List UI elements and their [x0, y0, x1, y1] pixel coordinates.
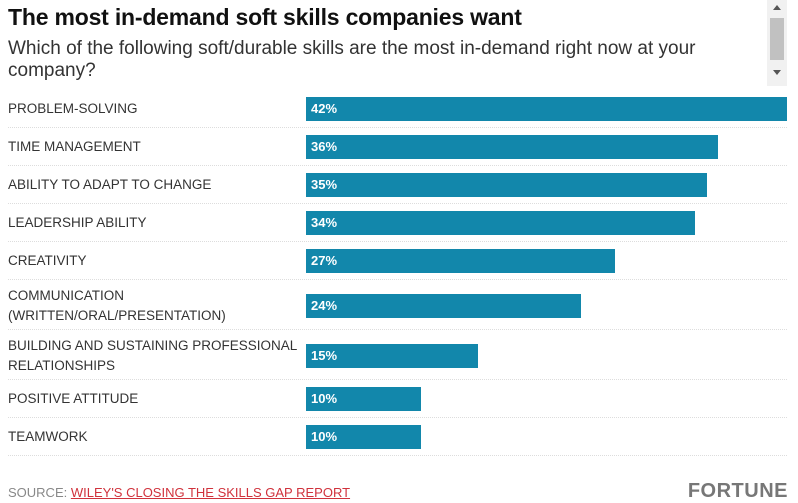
bar-row: POSITIVE ATTITUDE 10%	[8, 380, 787, 418]
bar: 24%	[306, 294, 581, 318]
bar-area: 34%	[306, 210, 787, 235]
value-label: 10%	[311, 428, 338, 444]
bar-list: PROBLEM-SOLVING 42% TIME MANAGEMENT 36% ABIL…	[8, 90, 787, 456]
bar: 34%	[306, 210, 696, 235]
value-label: 27%	[311, 252, 338, 268]
bar-area: 10%	[306, 424, 787, 449]
bar: 10%	[306, 424, 421, 449]
bar-area: 15%	[306, 344, 787, 368]
bar-area: 27%	[306, 248, 787, 273]
source-label: SOURCE:	[8, 485, 68, 500]
value-label: 10%	[311, 390, 338, 406]
bar-area: 24%	[306, 294, 787, 318]
bar-row: TEAMWORK 10%	[8, 418, 787, 456]
value-label: 34%	[311, 214, 338, 230]
category-label: PROBLEM-SOLVING	[8, 100, 138, 116]
bar: 42%	[306, 96, 787, 121]
bar-row: LEADERSHIP ABILITY 34%	[8, 204, 787, 242]
bar-row: COMMUNICATION (WRITTEN/ORAL/PRESENTATION…	[8, 280, 787, 330]
bar: 15%	[306, 344, 478, 368]
value-label: 15%	[311, 348, 338, 363]
scrollbar[interactable]	[767, 0, 787, 86]
scroll-down[interactable]	[773, 70, 781, 75]
bar-row: TIME MANAGEMENT 36%	[8, 128, 787, 166]
chart-subtitle: Which of the following soft/durable skil…	[8, 38, 696, 81]
scroll-up[interactable]	[773, 5, 781, 10]
bar-row: PROBLEM-SOLVING 42%	[8, 90, 787, 128]
bar: 10%	[306, 386, 421, 411]
category-label: LEADERSHIP ABILITY	[8, 214, 147, 230]
bar: 35%	[306, 172, 707, 197]
scroll-thumb[interactable]	[770, 18, 784, 60]
bar-row: BUILDING AND SUSTAINING PROFESSIONAL REL…	[8, 330, 787, 380]
value-label: 42%	[311, 100, 338, 116]
source: SOURCE: WILEY'S CLOSING THE SKILLS GAP R…	[8, 485, 350, 500]
bar-area: 42%	[306, 96, 787, 121]
bar-row: ABILITY TO ADAPT TO CHANGE 35%	[8, 166, 787, 204]
category-label: TEAMWORK	[8, 428, 88, 444]
bar-area: 36%	[306, 134, 787, 159]
category-label: POSITIVE ATTITUDE	[8, 390, 139, 406]
category-label: CREATIVITY	[8, 252, 87, 268]
value-label: 24%	[311, 298, 338, 313]
category-label: TIME MANAGEMENT	[8, 138, 141, 154]
bar: 36%	[306, 134, 719, 159]
value-label: 35%	[311, 176, 338, 192]
chart-title: The most in-demand soft skills companies…	[8, 4, 522, 30]
category-label: BUILDING AND SUSTAINING PROFESSIONAL REL…	[8, 338, 297, 373]
category-label: COMMUNICATION (WRITTEN/ORAL/PRESENTATION…	[8, 288, 226, 323]
bar-row: CREATIVITY 27%	[8, 242, 787, 280]
category-label: ABILITY TO ADAPT TO CHANGE	[8, 176, 212, 192]
brand-logo: FORTUNE	[687, 480, 788, 502]
bar-area: 10%	[306, 386, 787, 411]
bar: 27%	[306, 248, 616, 273]
value-label: 36%	[311, 138, 338, 154]
source-link[interactable]: WILEY'S CLOSING THE SKILLS GAP REPORT	[70, 485, 351, 500]
bar-area: 35%	[306, 172, 787, 197]
